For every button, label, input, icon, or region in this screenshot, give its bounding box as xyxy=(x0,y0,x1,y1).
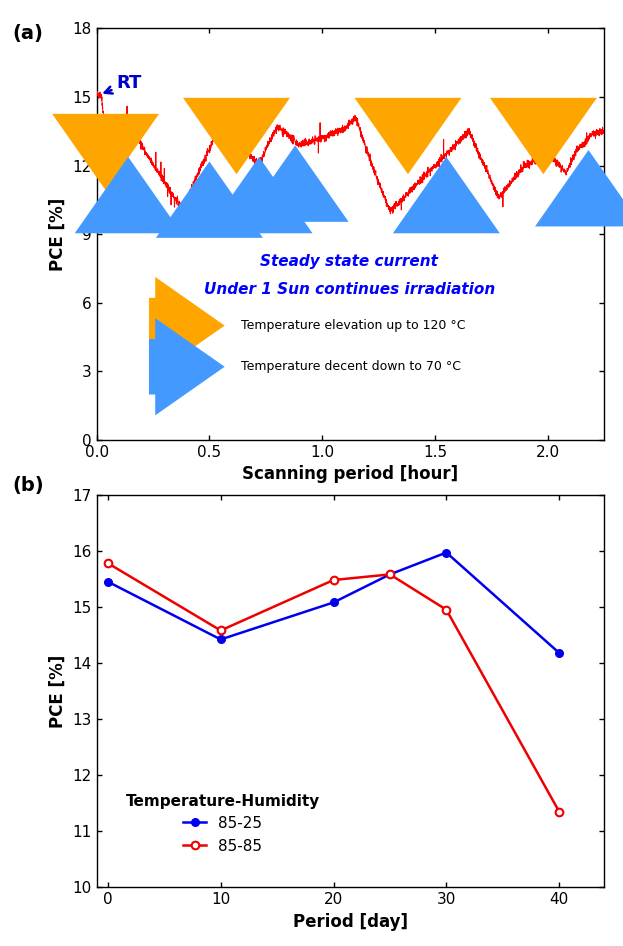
Y-axis label: PCE [%]: PCE [%] xyxy=(49,655,67,727)
Text: (a): (a) xyxy=(12,24,44,43)
Text: Under 1 Sun continues irradiation: Under 1 Sun continues irradiation xyxy=(204,282,495,297)
Text: Temperature decent down to 70 °C: Temperature decent down to 70 °C xyxy=(241,360,461,374)
85-25 xyxy=(442,547,450,558)
Text: Temperature elevation up to 120 °C: Temperature elevation up to 120 °C xyxy=(241,319,465,332)
85-85 xyxy=(104,557,112,569)
85-25 xyxy=(104,576,112,587)
X-axis label: Period [day]: Period [day] xyxy=(293,913,408,931)
Text: Steady state current: Steady state current xyxy=(260,254,438,270)
Line: 85-25: 85-25 xyxy=(104,549,563,657)
85-85 xyxy=(556,806,563,817)
Legend: 85-25, 85-85: 85-25, 85-85 xyxy=(120,787,326,860)
X-axis label: Scanning period [hour]: Scanning period [hour] xyxy=(242,465,459,483)
85-85 xyxy=(442,604,450,616)
85-85 xyxy=(386,569,394,580)
85-25 xyxy=(217,634,224,645)
85-25 xyxy=(556,647,563,658)
85-85 xyxy=(217,624,224,636)
Line: 85-85: 85-85 xyxy=(104,559,563,815)
85-25 xyxy=(386,569,394,580)
85-25 xyxy=(330,597,337,608)
Text: (b): (b) xyxy=(12,476,44,495)
85-85 xyxy=(330,574,337,586)
Text: RT: RT xyxy=(105,74,142,94)
Y-axis label: PCE [%]: PCE [%] xyxy=(49,198,67,271)
